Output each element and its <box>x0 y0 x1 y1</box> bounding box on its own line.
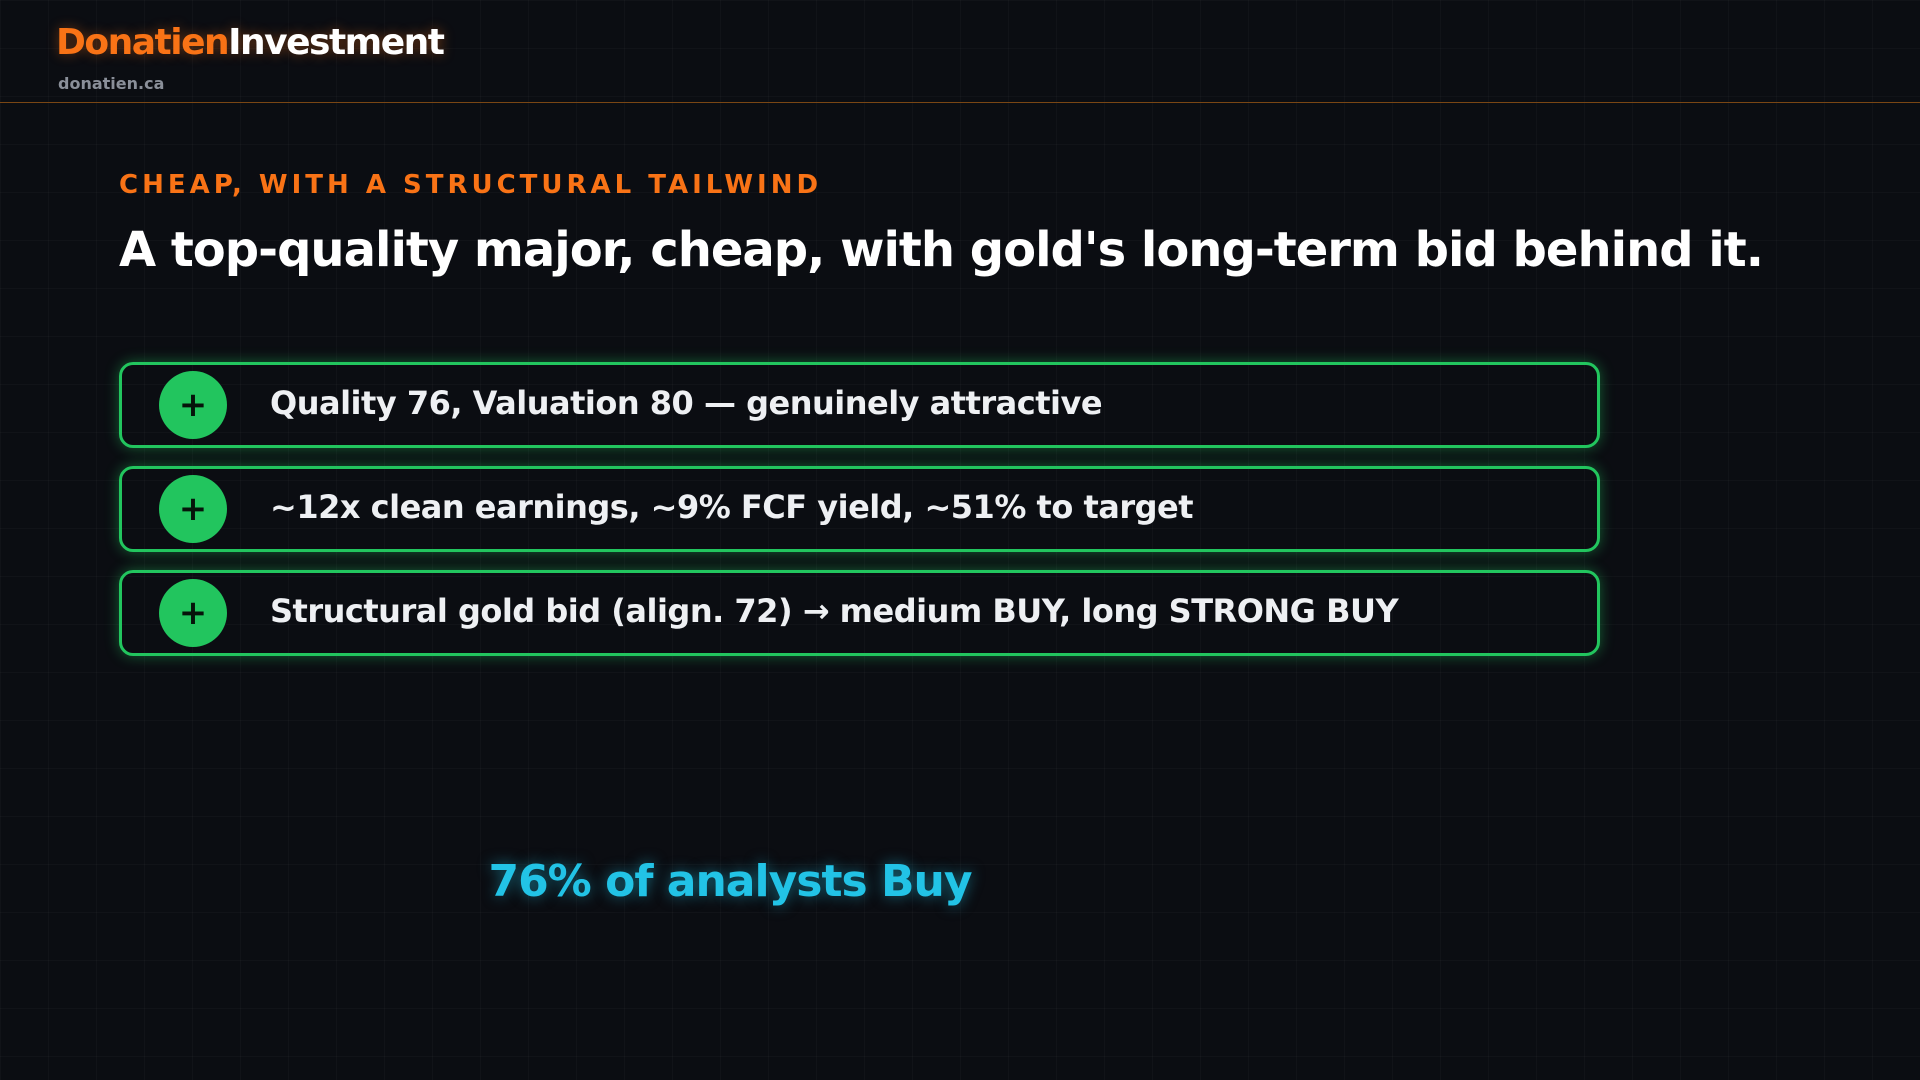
domain: donatien.ca <box>58 74 165 93</box>
item-icon: + <box>159 579 227 647</box>
kicker: CHEAP, WITH A STRUCTURAL TAILWIND <box>119 170 823 200</box>
item-text: Structural gold bid (align. 72) → medium… <box>270 592 1399 630</box>
title: A top-quality major, cheap, with gold's … <box>119 222 1764 278</box>
item-card: + Quality 76, Valuation 80 — genuinely at… <box>119 362 1600 448</box>
item-icon: + <box>159 475 227 543</box>
item-card: + ~12x clean earnings, ~9% FCF yield, ~51… <box>119 466 1600 552</box>
brand: DonatienInvestment <box>56 22 445 63</box>
stat: 76% of analysts Buy <box>488 856 972 907</box>
item-card: + Structural gold bid (align. 72) → mediu… <box>119 570 1600 656</box>
brand-secondary: Investment <box>228 22 445 63</box>
item-text: ~12x clean earnings, ~9% FCF yield, ~51%… <box>270 488 1194 526</box>
item-icon: + <box>159 371 227 439</box>
item-text: Quality 76, Valuation 80 — genuinely att… <box>270 384 1103 422</box>
header: DonatienInvestment donatien.ca <box>0 0 1920 103</box>
brand-primary: Donatien <box>56 22 230 63</box>
